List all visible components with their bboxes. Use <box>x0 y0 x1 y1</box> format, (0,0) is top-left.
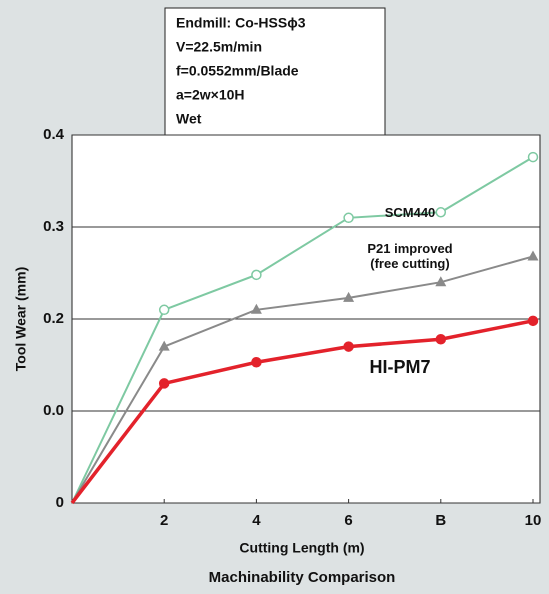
annotation-line: a=2w×10H <box>176 87 245 103</box>
series-label: SCM440 <box>384 205 436 220</box>
series-label: HI-PM7 <box>369 357 431 377</box>
x-tick-label: 2 <box>160 512 168 529</box>
x-tick-label: 10 <box>525 512 542 529</box>
annotation-line: Endmill: Co-HSSϕ3 <box>176 15 306 31</box>
y-tick-label: 0 <box>56 494 64 511</box>
marker <box>158 340 170 351</box>
marker <box>527 151 539 163</box>
marker <box>343 291 355 302</box>
y-tick-label: 0.2 <box>43 310 64 327</box>
marker <box>250 303 262 314</box>
x-axis-label: Cutting Length (m) <box>239 540 364 556</box>
series-line <box>70 319 534 505</box>
marker <box>527 315 539 327</box>
annotation-line: f=0.0552mm/Blade <box>176 63 299 79</box>
y-tick-label: 0.3 <box>43 218 64 235</box>
annotation-line: V=22.5m/min <box>176 39 262 55</box>
marker <box>251 356 262 368</box>
series-line <box>71 255 534 504</box>
marker <box>435 276 447 287</box>
marker <box>158 378 170 389</box>
y-tick-label: 0.4 <box>43 126 65 143</box>
marker <box>343 212 354 224</box>
series-line <box>71 156 534 504</box>
y-tick-label: 0.0 <box>43 402 64 419</box>
series-label: P21 improved (free cutting) <box>367 241 453 271</box>
marker <box>527 250 539 261</box>
x-tick-label: 4 <box>252 512 261 529</box>
annotation-line: Wet <box>176 111 202 127</box>
marker <box>435 207 447 218</box>
x-tick-label: 6 <box>344 512 352 529</box>
chart-title: Machinability Comparison <box>209 569 396 586</box>
annotation-box <box>164 7 386 136</box>
marker <box>435 333 447 345</box>
y-axis-label: Tool Wear (mm) <box>13 267 29 372</box>
marker <box>343 341 354 352</box>
marker <box>158 304 170 316</box>
marker <box>251 269 262 281</box>
x-tick-label: B <box>435 512 446 529</box>
